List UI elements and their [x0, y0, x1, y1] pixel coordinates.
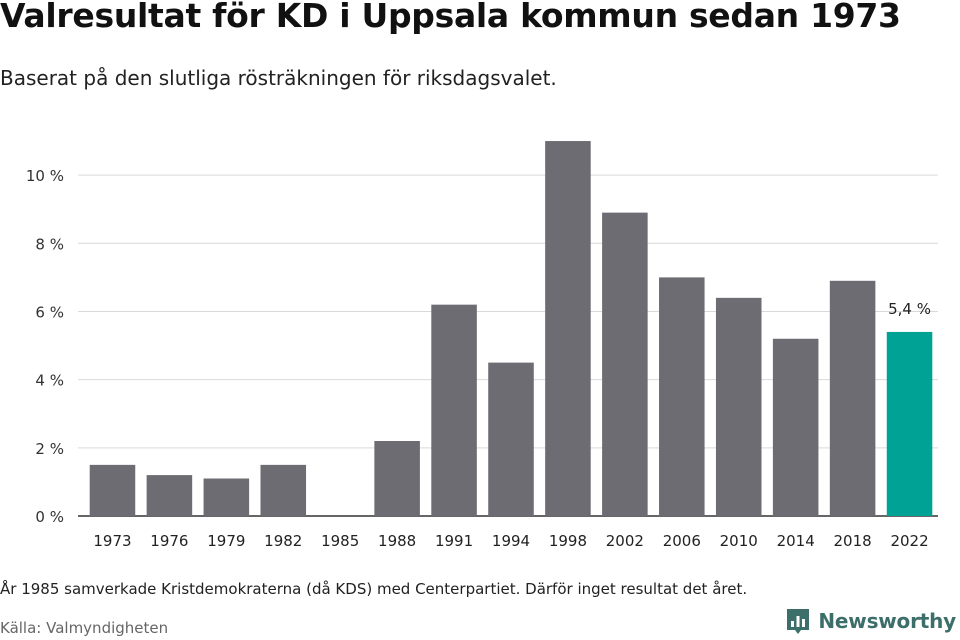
bar-chart-logo-icon	[787, 609, 810, 634]
data-label: 5,4 %	[888, 300, 931, 318]
y-tick-label: 4 %	[35, 372, 64, 390]
footnote: År 1985 samverkade Kristdemokraterna (då…	[0, 580, 748, 598]
x-tick-label: 1979	[207, 532, 245, 550]
bar-1994	[488, 362, 534, 516]
bar-1991	[431, 304, 477, 516]
chart-title: Valresultat för KD i Uppsala kommun seda…	[0, 0, 901, 35]
bar-1976	[146, 475, 193, 516]
x-tick-label: 1998	[549, 532, 587, 550]
y-tick-label: 6 %	[35, 303, 64, 321]
bar-2014	[772, 338, 819, 516]
x-tick-label: 1991	[435, 532, 473, 550]
bar-1998	[545, 141, 591, 517]
bar-1982	[260, 464, 307, 516]
bar-chart: 0 % 2 % 4 % 6 % 8 % 10 % 1973 1976 1979 1982 1985…	[26, 141, 938, 550]
bar-2010	[715, 297, 762, 516]
x-tick-label: 2006	[663, 532, 701, 550]
bar-1979	[203, 478, 250, 516]
chart-subtitle: Baserat på den slutliga rösträkningen fö…	[0, 66, 557, 90]
x-tick-label: 1988	[378, 532, 416, 550]
source-note: Källa: Valmyndigheten	[0, 619, 169, 637]
x-tick-label: 1982	[264, 532, 302, 550]
x-tick-label: 1976	[150, 532, 188, 550]
x-tick-label: 2014	[777, 532, 815, 550]
bar-1988	[374, 441, 420, 516]
bar-2022	[886, 331, 933, 516]
x-tick-label: 2002	[606, 532, 644, 550]
y-tick-label: 0 %	[35, 508, 64, 526]
brand-logo[interactable]: Newsworthy	[785, 606, 956, 636]
brand-name: Newsworthy	[818, 609, 956, 633]
y-tick-label: 10 %	[26, 167, 64, 185]
y-tick-label: 2 %	[35, 440, 64, 458]
x-tick-label: 2022	[890, 532, 928, 550]
y-tick-label: 8 %	[35, 235, 64, 253]
bar-2018	[829, 280, 876, 516]
bar-2002	[602, 212, 648, 516]
x-tick-label: 2018	[834, 532, 872, 550]
bar-2006	[659, 277, 705, 516]
x-tick-label: 2010	[720, 532, 758, 550]
x-tick-label: 1985	[321, 532, 359, 550]
bar-1973	[89, 464, 136, 516]
x-tick-label: 1973	[93, 532, 131, 550]
x-tick-label: 1994	[492, 532, 530, 550]
